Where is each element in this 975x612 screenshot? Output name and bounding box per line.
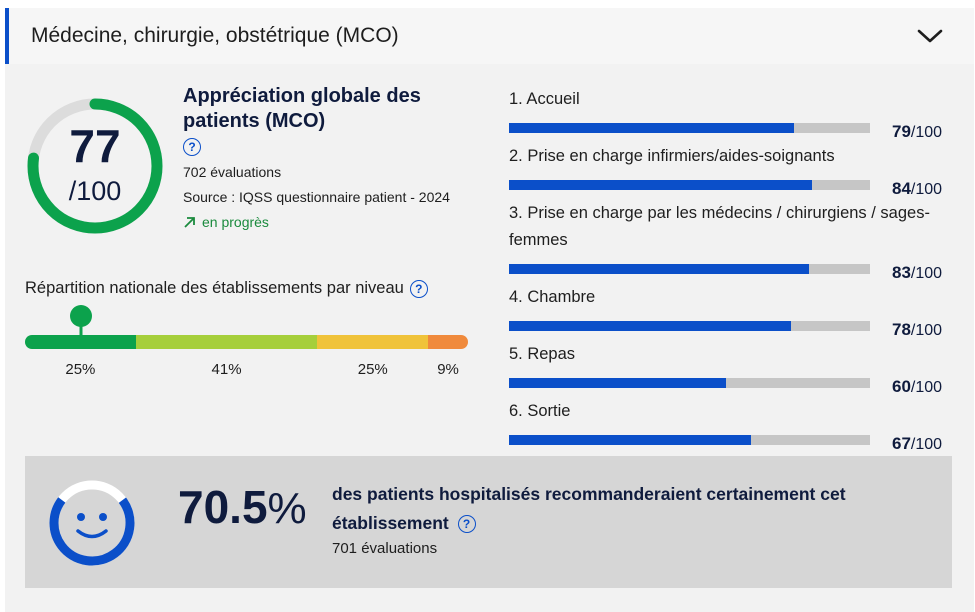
criterion-row: 79/100 [509, 113, 959, 143]
overall-evaluations: 702 évaluations [183, 164, 282, 180]
distribution-segment [317, 335, 429, 349]
criterion-bar-track [509, 378, 870, 388]
overall-source: Source : IQSS questionnaire patient - 20… [183, 189, 450, 205]
criterion-bar-track [509, 180, 870, 190]
distribution-segment [25, 335, 136, 349]
criterion-bar-track [509, 264, 870, 274]
criterion-item: 3. Prise en charge par les médecins / ch… [509, 200, 959, 284]
criterion-score-suffix: /100 [910, 265, 943, 282]
criterion-bar-track [509, 123, 870, 133]
recommendation-box: 70.5% des patients hospitalisés recomman… [25, 456, 952, 588]
criterion-row: 60/100 [509, 368, 959, 398]
overall-score-max: /100 [68, 176, 122, 206]
section-header[interactable]: Médecine, chirurgie, obstétrique (MCO) [5, 8, 974, 64]
help-icon[interactable]: ? [409, 279, 428, 298]
criterion-score-suffix: /100 [910, 181, 943, 198]
help-icon[interactable]: ? [183, 138, 201, 156]
criterion-label: 3. Prise en charge par les médecins / ch… [509, 204, 930, 249]
score-gauge-ring [27, 98, 163, 234]
score-gauge: 77 /100 [25, 96, 165, 236]
recommendation-unit: % [267, 484, 307, 533]
distribution-percentage: 41% [211, 361, 242, 378]
overall-summary: Appréciation globale des patients (MCO) … [183, 84, 473, 230]
criterion-bar-fill [509, 123, 795, 133]
criterion-label: 1. Accueil [509, 90, 580, 108]
criterion-score-value: 84 [892, 179, 911, 198]
map-pin-icon [70, 305, 92, 338]
section-panel: 77 /100 Appréciation globale des patient… [5, 64, 974, 612]
criterion-row: 78/100 [509, 311, 959, 341]
criterion-row: 83/100 [509, 254, 959, 284]
overall-score: 77 [69, 120, 121, 172]
criterion-score-value: 78 [892, 320, 911, 339]
criterion-score-suffix: /100 [910, 124, 943, 141]
criterion-score-value: 79 [892, 122, 911, 141]
distribution-percentage: 25% [65, 361, 96, 378]
criterion-bar-fill [509, 321, 791, 331]
distribution-segment [135, 335, 318, 349]
criterion-bar-fill [509, 378, 726, 388]
criterion-item: 1. Accueil 79/100 [509, 86, 959, 143]
recommendation-value: 70.5 [178, 481, 268, 533]
trend-label: en progrès [202, 214, 269, 230]
criterion-score: 67/100 [892, 434, 942, 454]
criterion-bar-fill [509, 180, 813, 190]
criterion-score: 79/100 [892, 122, 942, 142]
recommendation-text: des patients hospitalisés recommanderaie… [332, 480, 932, 538]
criterion-label: 2. Prise en charge infirmiers/aides-soig… [509, 147, 835, 165]
criterion-score-value: 60 [892, 377, 911, 396]
criteria-list: 1. Accueil 79/100 2. Prise en charge infir… [509, 86, 959, 455]
smiley-icon [49, 480, 135, 566]
criterion-bar-track [509, 321, 870, 331]
criterion-score-value: 67 [892, 434, 911, 453]
criterion-score-suffix: /100 [910, 322, 943, 339]
criterion-item: 5. Repas 60/100 [509, 341, 959, 398]
criterion-label: 6. Sortie [509, 402, 571, 420]
score-gauge-arc [27, 98, 163, 234]
criterion-score: 83/100 [892, 263, 942, 283]
criterion-row: 67/100 [509, 425, 959, 455]
section-title: Médecine, chirurgie, obstétrique (MCO) [31, 24, 399, 47]
criterion-score-suffix: /100 [910, 436, 943, 453]
criterion-bar-track [509, 435, 870, 445]
criterion-item: 4. Chambre 78/100 [509, 284, 959, 341]
criterion-bar-fill [509, 435, 751, 445]
help-icon[interactable]: ? [457, 515, 476, 534]
criterion-row: 84/100 [509, 170, 959, 200]
arrow-up-right-icon [184, 217, 195, 228]
distribution-bar [25, 335, 468, 349]
distribution-percentage: 9% [437, 361, 459, 378]
distribution-percentage: 25% [357, 361, 388, 378]
criterion-item: 2. Prise en charge infirmiers/aides-soig… [509, 143, 959, 200]
trend-indicator: en progrès [183, 214, 473, 230]
criterion-label: 5. Repas [509, 345, 576, 363]
recommendation-label: des patients hospitalisés recommanderaie… [332, 484, 846, 533]
criterion-score-value: 83 [892, 263, 911, 282]
criterion-label: 4. Chambre [509, 288, 596, 306]
criterion-bar-fill [509, 264, 809, 274]
criterion-score: 84/100 [892, 179, 942, 199]
criterion-score: 78/100 [892, 320, 942, 340]
recommendation-percentage: 70.5% [178, 480, 307, 534]
recommendation-evaluations: 701 évaluations [332, 540, 438, 557]
criterion-score-suffix: /100 [910, 379, 943, 396]
distribution-segment [428, 335, 468, 349]
distribution-title: Répartition nationale des établissements… [25, 279, 404, 297]
criterion-score: 60/100 [892, 377, 942, 397]
chevron-down-icon[interactable] [916, 26, 944, 46]
criterion-item: 6. Sortie 67/100 [509, 398, 959, 455]
overall-title: Appréciation globale des patients (MCO) [183, 85, 421, 132]
distribution-label: Répartition nationale des établissements… [25, 279, 428, 298]
